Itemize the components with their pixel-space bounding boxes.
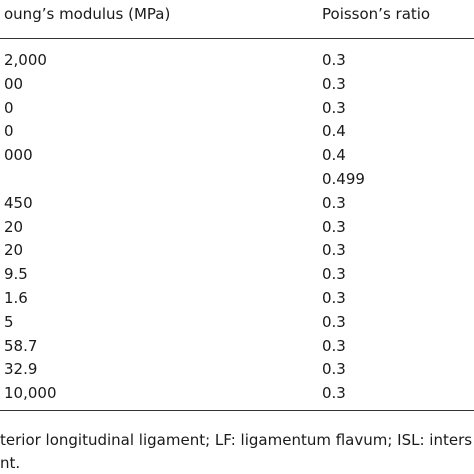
cell: 0.4 (322, 122, 346, 141)
cell: 0.3 (322, 74, 346, 93)
cell: 0.3 (322, 265, 346, 284)
footnote: nt. (0, 454, 21, 472)
cell: 2,000 (4, 51, 47, 69)
cell: 450 (4, 193, 33, 212)
cell: 0.3 (322, 98, 346, 117)
cell: 58.7 (4, 336, 38, 355)
bottom-rule (0, 410, 474, 411)
cell: 0.4 (322, 146, 346, 165)
column-header: Poisson’s ratio (322, 5, 431, 23)
cell: 32.9 (4, 360, 38, 379)
footnote: terior longitudinal ligament; LF: ligame… (0, 431, 473, 449)
cell: 1.6 (4, 289, 28, 307)
cell: 10,000 (4, 384, 57, 403)
cell: 0.3 (322, 193, 346, 212)
cell: 0.3 (322, 217, 346, 236)
cell: 00 (4, 74, 24, 93)
column-header: oung’s modulus (MPa) (4, 5, 171, 23)
cell: 0.3 (322, 51, 346, 69)
cell: 0.3 (322, 312, 346, 331)
cell: 5 (4, 312, 14, 331)
cell: 0.3 (322, 360, 346, 379)
cell: 0.3 (322, 241, 346, 260)
cell: 0 (4, 122, 14, 141)
cell: 0.3 (322, 384, 346, 403)
cell: 20 (4, 217, 24, 236)
cell: 9.5 (4, 265, 28, 284)
cell: 0.3 (322, 336, 346, 355)
header-rule (0, 38, 474, 39)
cell: 000 (4, 146, 33, 165)
cell: 0.499 (322, 170, 365, 188)
cell: 20 (4, 241, 24, 260)
cell: 0.3 (322, 289, 346, 307)
cell: 0 (4, 98, 14, 117)
